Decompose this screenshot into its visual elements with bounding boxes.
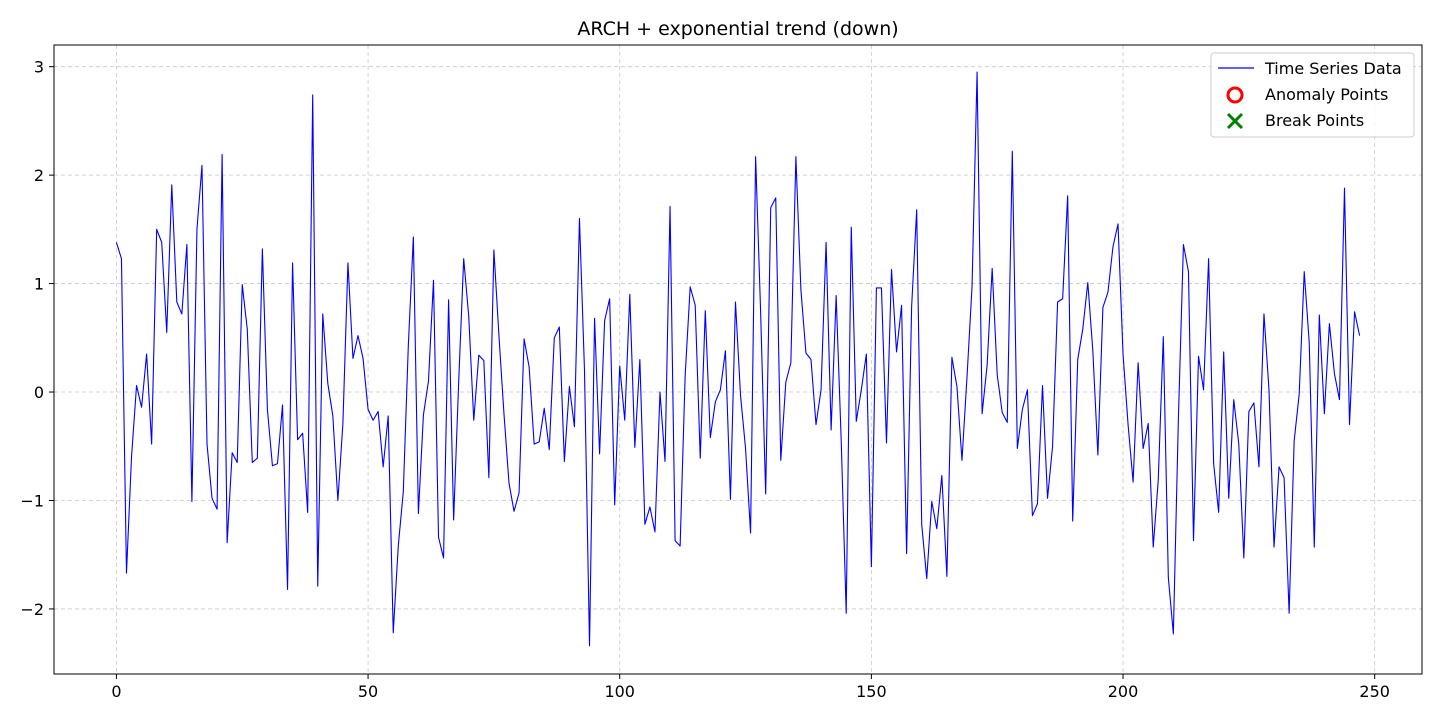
y-tick-label: 3 <box>34 58 44 77</box>
plot-area-frame <box>53 44 1423 675</box>
series-layer <box>115 71 1361 647</box>
legend-label-break: Break Points <box>1265 111 1364 130</box>
x-tick-label: 250 <box>1359 682 1390 701</box>
grid <box>54 45 1422 674</box>
legend-label-time-series: Time Series Data <box>1264 59 1402 78</box>
legend-box <box>1210 52 1415 138</box>
x-tick-label: 100 <box>604 682 635 701</box>
legend-anomaly-marker <box>1226 86 1244 104</box>
x-tick-label: 0 <box>111 682 121 701</box>
x-axis: 0 50 100 150 200 250 <box>111 674 1390 701</box>
x-tick-label: 50 <box>358 682 378 701</box>
y-tick-label: 1 <box>34 275 44 294</box>
y-axis: −2 −1 0 1 2 3 <box>20 58 54 619</box>
y-tick-label: −1 <box>20 491 44 510</box>
series-line-time-series-data <box>115 71 1361 647</box>
chart-title: ARCH + exponential trend (down) <box>577 18 898 40</box>
y-tick-label: 0 <box>34 383 44 402</box>
y-tick-label: 2 <box>34 166 44 185</box>
legend-label-anomaly: Anomaly Points <box>1265 85 1388 104</box>
x-tick-label: 150 <box>856 682 887 701</box>
legend: Time Series Data Anomaly Points Break Po… <box>1210 52 1415 138</box>
y-tick-label: −2 <box>20 600 44 619</box>
x-tick-label: 200 <box>1108 682 1139 701</box>
legend-break-marker <box>1226 112 1244 130</box>
